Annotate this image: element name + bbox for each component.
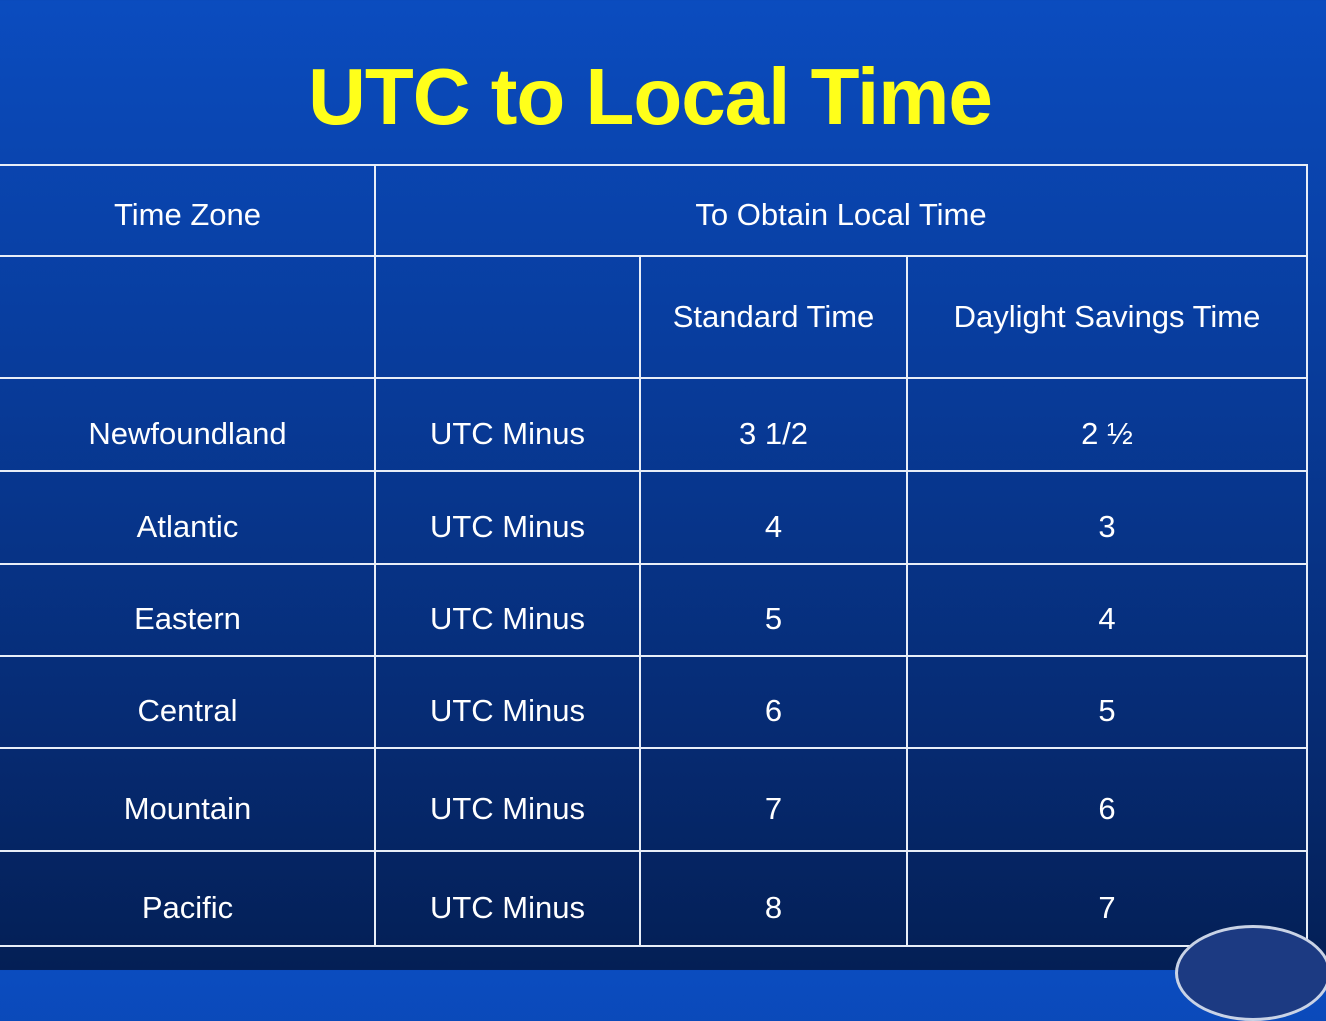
table-cell: 7 (1098, 889, 1116, 925)
table-cell: Pacific (141, 889, 234, 925)
table-cell: UTC Minus (429, 790, 585, 826)
column-subheader: Standard Time (672, 299, 875, 334)
logo (1175, 925, 1326, 1021)
table-rule (0, 747, 1308, 749)
table-cell: Newfoundland (88, 415, 287, 451)
table-cell: Mountain (123, 790, 252, 826)
table-cell: Eastern (134, 601, 241, 636)
column-subheader: Daylight Savings Time (953, 299, 1261, 334)
table-rule (639, 256, 641, 946)
table-cell: 3 (1098, 508, 1116, 544)
table-rule (0, 377, 1308, 379)
table-rule (0, 563, 1308, 565)
table-rule (906, 256, 908, 946)
table-rule (0, 255, 1308, 257)
slide-title: UTC to Local Time (308, 52, 993, 141)
table-cell: 5 (764, 601, 783, 636)
table-cell: 7 (764, 790, 783, 826)
table-cell: UTC Minus (429, 889, 585, 925)
table-cell: 4 (1098, 601, 1116, 636)
table-cell: UTC Minus (429, 693, 585, 728)
table-rule (1306, 165, 1308, 947)
table-rule (0, 945, 1308, 947)
table-cell: 6 (1098, 790, 1116, 826)
column-header: To Obtain Local Time (695, 196, 987, 232)
table-cell: 2 ½ (1081, 415, 1133, 451)
table-cell: 8 (764, 889, 783, 925)
table-cell: 3 1/2 (739, 415, 808, 451)
table-cell: 6 (764, 693, 783, 728)
table-cell: UTC Minus (429, 508, 585, 544)
column-header: Time Zone (113, 196, 261, 232)
table-cell: Atlantic (136, 508, 239, 544)
table-rule (0, 164, 1308, 166)
table-rule (0, 655, 1308, 657)
table-rule (0, 850, 1308, 852)
table-cell: 5 (1098, 693, 1116, 728)
table-cell: 4 (764, 508, 783, 544)
table-cell: UTC Minus (429, 415, 585, 451)
table-cell: UTC Minus (429, 601, 585, 636)
table-rule (0, 470, 1308, 472)
table-rule (374, 165, 376, 946)
table-cell: Central (137, 693, 238, 728)
